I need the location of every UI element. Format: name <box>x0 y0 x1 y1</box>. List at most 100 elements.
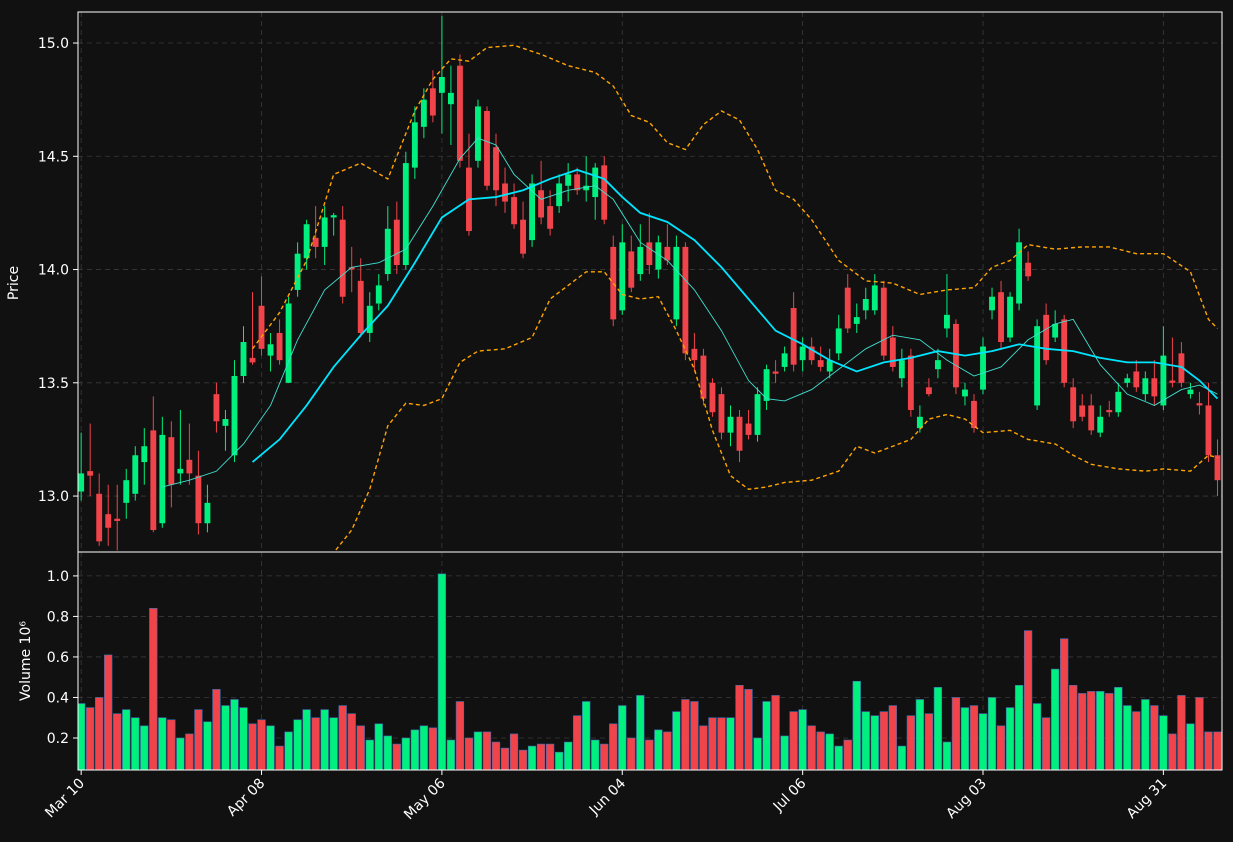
volume-bar <box>834 745 843 770</box>
volume-bar <box>555 751 564 770</box>
volume-bar <box>401 737 410 770</box>
candle-body <box>1025 262 1032 277</box>
candle-body <box>971 400 977 429</box>
y-tick-label: 0.8 <box>47 609 69 625</box>
volume-bar <box>906 715 915 770</box>
candle-body <box>944 314 950 329</box>
candle-body <box>763 369 770 401</box>
candle-body <box>889 337 896 367</box>
volume-bar <box>1105 693 1114 770</box>
volume-bar <box>969 705 979 770</box>
candle-body <box>898 360 905 379</box>
volume-bar <box>582 701 591 770</box>
volume-bar <box>455 701 465 770</box>
volume-bar <box>428 727 438 770</box>
candle-body <box>195 475 202 524</box>
volume-bar <box>1005 707 1015 770</box>
volume-bar <box>1141 699 1150 770</box>
volume-bar <box>356 725 365 770</box>
candle-body <box>781 353 788 367</box>
candle-body <box>835 328 842 354</box>
candle-body <box>402 163 409 266</box>
volume-bar <box>158 717 167 770</box>
candle-body <box>1214 455 1221 481</box>
volume-bar <box>933 687 943 770</box>
volume-bar <box>446 739 456 770</box>
candle-body <box>853 317 860 324</box>
volume-bar <box>104 654 113 770</box>
candle-body <box>673 246 680 320</box>
volume-bar <box>527 745 537 770</box>
volume-bar <box>1186 723 1195 770</box>
volume-bar <box>230 699 239 770</box>
volume-bar <box>978 713 988 770</box>
candle-body <box>150 430 157 531</box>
indicator-line <box>333 271 1218 552</box>
candle-body <box>1052 323 1059 338</box>
candle-body <box>447 92 454 105</box>
candle-body <box>547 206 554 229</box>
candle-body <box>204 502 211 524</box>
volume-bar <box>744 689 753 770</box>
candle-body <box>159 434 166 524</box>
volume-bar <box>1177 695 1186 770</box>
candle-body <box>574 174 581 191</box>
volume-bar <box>392 743 401 770</box>
candle-body <box>790 308 797 365</box>
volume-bar <box>825 733 834 770</box>
volume-bar <box>870 715 879 770</box>
candle-body <box>1142 378 1149 395</box>
volume-bar <box>1087 691 1096 770</box>
candle-body <box>240 342 247 377</box>
candle-body <box>78 473 85 492</box>
volume-bar <box>311 717 320 770</box>
candle-body <box>1178 353 1185 383</box>
candle-body <box>123 480 130 503</box>
candle-body <box>384 228 391 275</box>
volume-bar <box>257 719 266 770</box>
volume-bar <box>1069 685 1078 770</box>
candle-body <box>1088 405 1095 431</box>
candle-body <box>339 219 346 297</box>
candle-body <box>520 219 526 254</box>
candle-body <box>87 471 94 476</box>
volume-bar <box>419 725 428 770</box>
candle-body <box>637 246 644 275</box>
candle-body <box>420 99 427 127</box>
candle-body <box>907 355 914 410</box>
volume-bar <box>915 699 925 770</box>
y-tick-label: 0.2 <box>47 731 69 747</box>
candle-body <box>664 246 671 261</box>
candle-body <box>799 346 806 361</box>
candle-body <box>357 280 364 333</box>
candle-body <box>529 183 536 241</box>
candle-body <box>1070 387 1077 422</box>
volume-bar <box>861 711 870 770</box>
candle-body <box>1133 371 1140 388</box>
volume-bar <box>1014 685 1024 770</box>
y-tick-label: 14.0 <box>38 263 69 279</box>
candle-body <box>258 305 265 349</box>
volume-bar <box>816 731 825 770</box>
volume-bar <box>654 729 663 770</box>
candle-body <box>1196 403 1203 406</box>
candle-body <box>980 346 986 390</box>
candle-body <box>475 106 481 161</box>
candle-body <box>934 360 941 370</box>
volume-plot <box>78 552 1222 770</box>
volume-bar <box>1114 687 1123 770</box>
candle-body <box>628 251 635 288</box>
candle-body <box>1151 378 1158 397</box>
candle-body <box>989 296 995 311</box>
volume-bar <box>753 737 762 770</box>
volume-bar <box>717 717 726 770</box>
volume-bar <box>248 723 257 770</box>
volume-bar <box>482 731 492 770</box>
volume-bar <box>600 743 609 770</box>
candle-body <box>438 77 445 93</box>
y-tick-label: 1.0 <box>47 569 69 585</box>
y-tick-label: 13.0 <box>38 489 69 505</box>
candle-body <box>493 147 499 191</box>
